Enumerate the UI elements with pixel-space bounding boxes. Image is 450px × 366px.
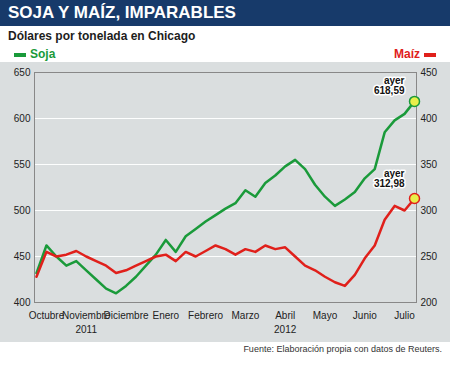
svg-text:Octubre: Octubre xyxy=(29,310,65,321)
svg-text:200: 200 xyxy=(421,297,438,308)
svg-text:Junio: Junio xyxy=(353,310,377,321)
svg-text:350: 350 xyxy=(421,159,438,170)
html-text:Maíz: Maíz xyxy=(394,47,420,61)
svg-text:600: 600 xyxy=(14,113,31,124)
svg-text:400: 400 xyxy=(14,297,31,308)
html-text:Soja: Soja xyxy=(30,47,56,61)
svg-text:Febrero: Febrero xyxy=(188,310,223,321)
html-text:Dólares por tonelada en Chicag: Dólares por tonelada en Chicago xyxy=(8,29,196,43)
svg-text:Mayo: Mayo xyxy=(313,310,338,321)
svg-text:Marzo: Marzo xyxy=(231,310,259,321)
svg-text:450: 450 xyxy=(14,251,31,262)
svg-text:Noviembre: Noviembre xyxy=(62,309,111,321)
svg-text:250: 250 xyxy=(421,251,438,262)
svg-text:Julio: Julio xyxy=(394,310,415,321)
svg-text:2012: 2012 xyxy=(274,324,297,335)
svg-text:300: 300 xyxy=(421,205,438,216)
svg-text:Diciembre: Diciembre xyxy=(104,310,149,321)
html-text:Fuente: Elaboración propia con: Fuente: Elaboración propia con datos de … xyxy=(243,344,442,354)
svg-text:650: 650 xyxy=(14,67,31,78)
svg-text:ayer312,98: ayer312,98 xyxy=(374,168,405,189)
svg-text:550: 550 xyxy=(14,159,31,170)
svg-text:ayer618,59: ayer618,59 xyxy=(374,75,405,96)
svg-text:450: 450 xyxy=(421,67,438,78)
svg-text:2011: 2011 xyxy=(75,324,97,335)
html-text:SOJA Y MAÍZ, IMPARABLES: SOJA Y MAÍZ, IMPARABLES xyxy=(8,3,236,22)
svg-text:Enero: Enero xyxy=(152,310,179,321)
svg-text:Abril: Abril xyxy=(275,310,295,321)
svg-text:500: 500 xyxy=(14,205,31,216)
svg-text:400: 400 xyxy=(421,113,438,124)
